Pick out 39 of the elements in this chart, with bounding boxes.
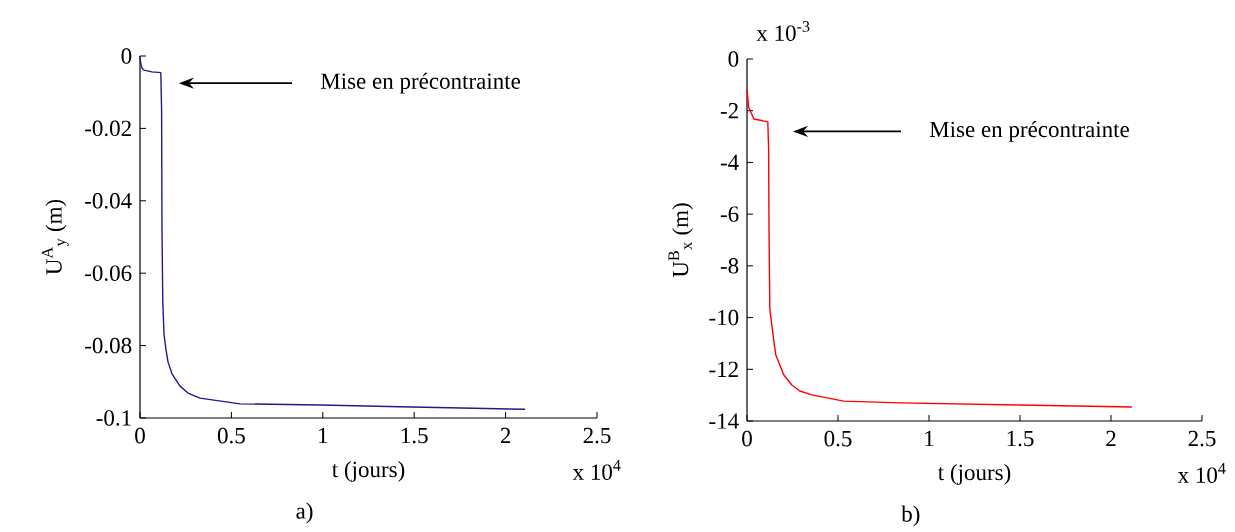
- y-tick-label: 0: [728, 51, 739, 67]
- line-series: [746, 88, 1133, 408]
- y-tick-label: -10: [709, 309, 739, 326]
- annotation: Mise en précontrainte: [929, 120, 1129, 142]
- x-tick-label: 2: [500, 427, 511, 444]
- y-tick-label: -0.08: [85, 337, 132, 354]
- x-axis-title: t (jours): [331, 461, 405, 482]
- y-tick-label: -0.06: [85, 265, 132, 282]
- text: x 10$^{4}$: [572, 460, 621, 480]
- y-tick-label: -6: [720, 206, 739, 222]
- x-axis-title: t (jours): [938, 464, 1011, 485]
- y-tick-label: -12: [709, 361, 738, 377]
- text: b): [901, 505, 920, 527]
- x-tick-label: 0: [742, 430, 752, 447]
- y-tick-label: -0.04: [85, 192, 132, 209]
- x-tick-label: 1: [319, 427, 328, 444]
- y-axis-title: U$^{B}$$_{x}$ (m): [668, 203, 693, 278]
- y-tick-label: -4: [720, 154, 739, 170]
- x-tick-label: 0.5: [217, 427, 245, 444]
- y-tick-label: -2: [720, 103, 738, 119]
- y-tick-label: -8: [720, 258, 739, 274]
- x-tick-label: 0.5: [824, 430, 852, 447]
- x-tick-label: 1.5: [1007, 430, 1034, 447]
- y-tick-label: -0.02: [85, 120, 131, 137]
- x-tick-label: 2.5: [1188, 430, 1216, 447]
- x-tick-label: 1.5: [401, 427, 428, 444]
- text: x 10$^{-3}$: [756, 21, 810, 41]
- y-tick-label: -14: [709, 413, 739, 429]
- x-tick-label: 0: [135, 427, 145, 444]
- y-axis-title: U$^{A}$$_{y}$ (m): [41, 199, 69, 275]
- annotation: Mise en précontrainte: [320, 72, 521, 94]
- y-tick-label: 0: [121, 48, 132, 64]
- x-tick-label: 1: [925, 430, 934, 447]
- y-tick-label: -0.1: [96, 410, 131, 426]
- text: a): [296, 502, 313, 524]
- line-series: [139, 55, 526, 411]
- x-tick-label: 2.5: [583, 427, 611, 444]
- text: x 10$^{4}$: [1177, 463, 1226, 483]
- x-tick-label: 2: [1106, 430, 1116, 447]
